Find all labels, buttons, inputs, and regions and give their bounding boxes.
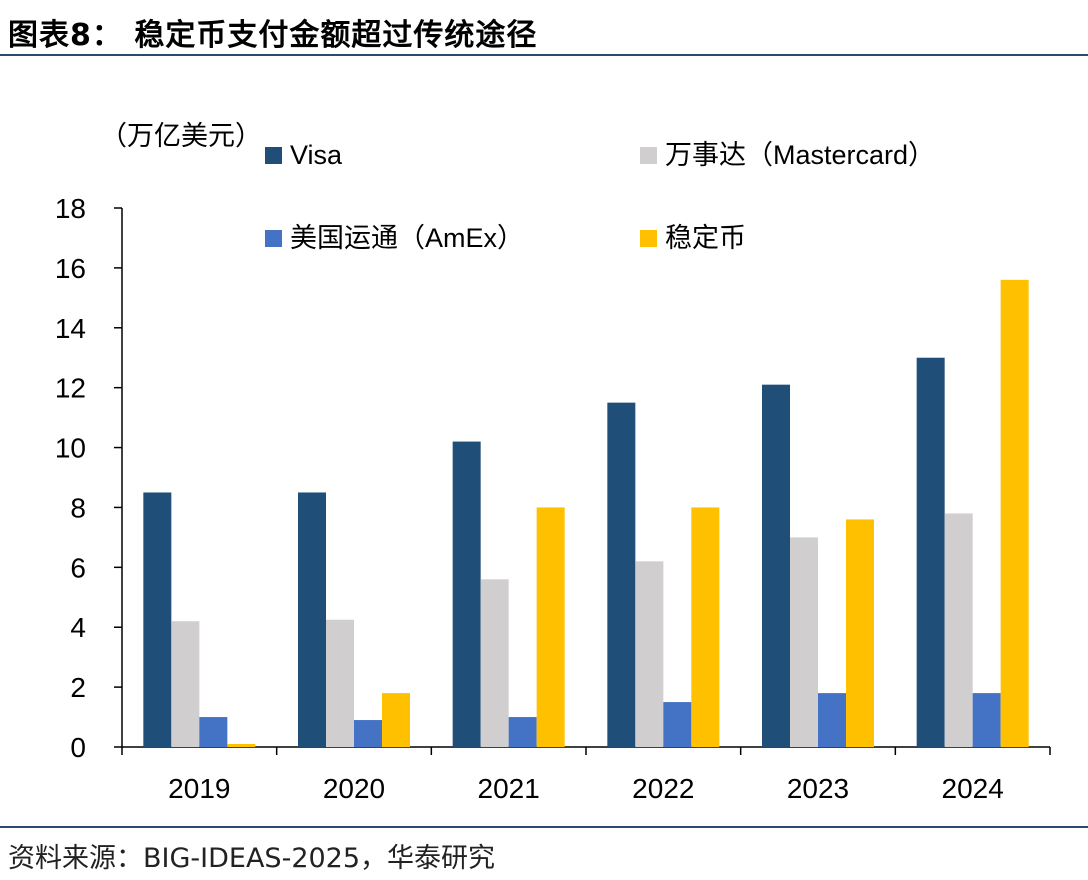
bar [663,702,692,747]
x-tick-label: 2023 [787,773,849,804]
bar [227,744,256,747]
legend-label: Visa [290,140,343,170]
bar [298,492,326,747]
bar [480,579,509,747]
y-tick-label: 14 [55,313,86,344]
y-tick-label: 16 [55,253,86,284]
figure-title: 图表8： 稳定币支付金额超过传统途径 [8,18,538,53]
bar [916,357,945,747]
bar [1000,279,1029,747]
top-divider [0,54,1088,56]
y-tick-label: 8 [70,492,86,523]
y-tick-label: 18 [55,193,86,224]
bar [354,720,382,747]
y-unit-label: （万亿美元） [100,121,262,152]
bar [326,619,354,747]
y-tick-label: 2 [70,672,86,703]
bar [790,537,818,747]
y-tick-label: 12 [55,373,86,404]
legend-swatch [640,147,657,164]
bar-chart: （万亿美元） 0 2 4 6 8 10 12 14 16 18 2019 2020 2021 2022 202… [55,121,1051,804]
bar [143,492,172,747]
y-tick-label: 0 [70,732,86,763]
legend-label: 稳定币 [665,223,746,253]
legend-swatch [265,147,282,164]
legend-label: 美国运通（AmEx） [290,223,524,253]
bar [846,519,874,747]
bar [508,717,537,747]
x-tick-label: 2024 [942,773,1004,804]
y-tick-label: 10 [55,433,86,464]
bar [635,561,664,747]
bar [607,402,636,747]
source-note: 资料来源：BIG-IDEAS-2025，华泰研究 [8,843,496,874]
bar [818,693,846,747]
bar [452,441,481,747]
bar [691,507,720,747]
x-tick-label: 2022 [632,773,694,804]
bar [944,513,973,747]
bar [382,693,410,747]
x-tick-label: 2021 [478,773,540,804]
bar [536,507,565,747]
legend-swatch [640,230,657,247]
bar [199,717,228,747]
legend-label: 万事达（Mastercard） [665,140,935,170]
x-tick-label: 2019 [168,773,230,804]
y-tick-label: 4 [70,612,86,643]
bar [762,384,790,747]
x-tick-label: 2020 [323,773,385,804]
bar [171,621,200,747]
legend-swatch [265,230,282,247]
bottom-divider [0,826,1088,828]
y-tick-label: 6 [70,552,86,583]
bar [972,693,1001,747]
